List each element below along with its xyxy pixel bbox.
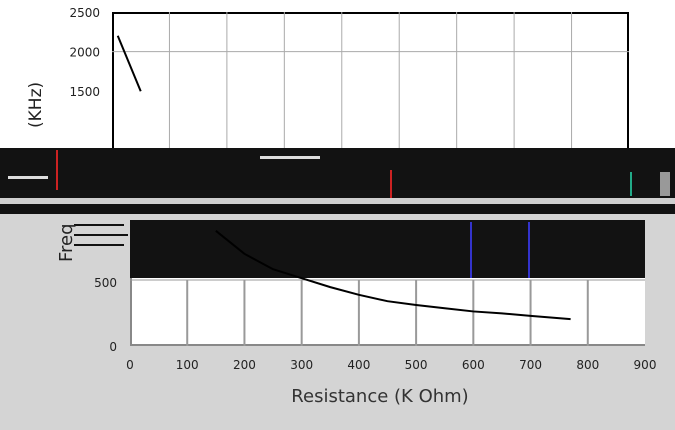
x-tick-label: 300 — [290, 358, 313, 372]
glitch-streak — [56, 150, 58, 190]
x-tick-label: 700 — [519, 358, 542, 372]
series-line-upper — [116, 35, 142, 92]
x-tick-label: 100 — [176, 358, 199, 372]
x-tick-label: 600 — [462, 358, 485, 372]
lower-grid — [130, 279, 645, 346]
corrupted-plot-block — [130, 220, 645, 278]
glitch-streak — [8, 176, 48, 179]
glitch-streak — [390, 170, 392, 198]
glitch-streak — [470, 222, 472, 278]
y-tick-label: 1500 — [69, 85, 100, 99]
x-tick-label: 800 — [576, 358, 599, 372]
x-axis-label: Resistance (K Ohm) — [291, 386, 469, 407]
glitch-streak — [528, 222, 530, 278]
y-tick-label: 2500 — [69, 6, 100, 20]
x-tick-label: 0 — [126, 358, 134, 372]
x-tick-label: 500 — [405, 358, 428, 372]
glitch-streak — [74, 244, 124, 246]
y-tick-label: 2000 — [69, 46, 100, 60]
y-axis-label: (KHz) — [26, 81, 46, 128]
upper-plot-area — [112, 12, 629, 148]
x-tick-label: 400 — [347, 358, 370, 372]
tick-labels: 2500 2000 1500 500 00 100 200 300 400 500 600 700 80… — [69, 6, 656, 372]
glitch-streak — [630, 172, 632, 196]
y-tick-label: 500 — [94, 276, 117, 290]
glitch-streak — [660, 172, 670, 196]
y-axis-label-partial: Freq — [56, 223, 77, 262]
glitch-streak — [260, 156, 320, 159]
series-line-lower — [215, 230, 571, 321]
series-layer — [116, 35, 571, 321]
x-tick-label: 900 — [634, 358, 657, 372]
x-tick-label: 200 — [233, 358, 256, 372]
glitch-streak — [74, 224, 124, 226]
corrupted-band-stripe — [0, 198, 675, 204]
upper-grid — [112, 12, 629, 148]
glitch-streak — [74, 234, 128, 236]
y-tick-label: 0 — [109, 340, 117, 354]
